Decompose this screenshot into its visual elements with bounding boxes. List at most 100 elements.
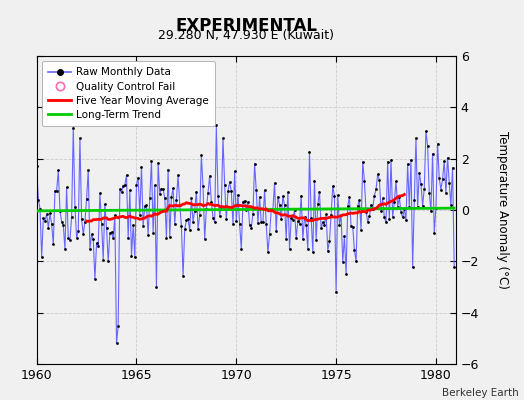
Point bbox=[92, 240, 101, 246]
Point bbox=[170, 220, 179, 227]
Point bbox=[255, 194, 264, 200]
Point bbox=[244, 199, 252, 205]
Point bbox=[164, 166, 172, 173]
Point bbox=[146, 195, 154, 201]
Point bbox=[46, 210, 54, 217]
Point bbox=[187, 195, 195, 201]
Point bbox=[390, 198, 399, 205]
Point bbox=[245, 222, 254, 228]
Point bbox=[296, 220, 304, 227]
Point bbox=[312, 237, 320, 244]
Point bbox=[267, 207, 276, 213]
Point bbox=[339, 259, 347, 265]
Point bbox=[415, 170, 423, 176]
Point bbox=[42, 211, 51, 217]
Point bbox=[169, 185, 177, 191]
Point bbox=[152, 284, 161, 290]
Point bbox=[388, 213, 397, 220]
Point bbox=[352, 258, 361, 264]
Point bbox=[259, 219, 267, 225]
Point bbox=[62, 184, 71, 191]
Point bbox=[109, 235, 117, 241]
Point bbox=[413, 204, 422, 210]
Point bbox=[239, 198, 247, 205]
Point bbox=[364, 219, 372, 225]
Point bbox=[84, 166, 92, 173]
Point bbox=[150, 182, 159, 188]
Point bbox=[412, 135, 420, 141]
Point bbox=[96, 190, 104, 196]
Point bbox=[430, 230, 439, 237]
Point bbox=[72, 235, 81, 241]
Point bbox=[257, 219, 266, 226]
Point bbox=[307, 215, 315, 221]
Point bbox=[319, 219, 327, 226]
Point bbox=[355, 197, 364, 204]
Point bbox=[408, 264, 417, 270]
Point bbox=[433, 140, 442, 147]
Point bbox=[147, 158, 156, 164]
Point bbox=[272, 228, 280, 234]
Point bbox=[219, 135, 227, 141]
Point bbox=[354, 202, 362, 209]
Point bbox=[293, 218, 302, 224]
Point bbox=[130, 254, 139, 260]
Point bbox=[217, 204, 225, 210]
Point bbox=[181, 226, 189, 232]
Point bbox=[320, 222, 329, 228]
Point bbox=[450, 264, 458, 270]
Point bbox=[82, 196, 91, 202]
Point bbox=[94, 242, 102, 249]
Point bbox=[252, 187, 260, 194]
Point bbox=[367, 202, 375, 208]
Point bbox=[34, 197, 42, 203]
Point bbox=[177, 223, 185, 229]
Point bbox=[56, 208, 64, 214]
Point bbox=[149, 230, 157, 236]
Point bbox=[368, 205, 377, 212]
Point bbox=[160, 195, 169, 201]
Point bbox=[214, 192, 222, 199]
Point bbox=[305, 149, 314, 155]
Point bbox=[68, 214, 76, 220]
Point bbox=[229, 221, 237, 227]
Point bbox=[166, 234, 174, 240]
Point bbox=[129, 222, 137, 228]
Point bbox=[199, 183, 207, 190]
Point bbox=[385, 216, 394, 222]
Point bbox=[249, 211, 257, 217]
Point bbox=[375, 177, 384, 183]
Point bbox=[189, 218, 197, 225]
Point bbox=[179, 273, 187, 279]
Point bbox=[38, 254, 46, 260]
Point bbox=[102, 225, 111, 232]
Point bbox=[344, 203, 352, 210]
Point bbox=[402, 217, 410, 224]
Point bbox=[86, 246, 94, 252]
Point bbox=[172, 197, 181, 203]
Point bbox=[347, 223, 355, 230]
Point bbox=[79, 231, 88, 238]
Point bbox=[435, 175, 443, 182]
Point bbox=[99, 257, 107, 263]
Point bbox=[111, 212, 119, 218]
Point bbox=[41, 217, 49, 224]
Point bbox=[106, 230, 114, 236]
Point bbox=[185, 227, 194, 234]
Point bbox=[374, 171, 382, 178]
Point bbox=[224, 188, 232, 194]
Point bbox=[241, 198, 249, 204]
Point bbox=[403, 161, 412, 167]
Point bbox=[54, 167, 62, 174]
Point bbox=[332, 289, 340, 295]
Point bbox=[436, 186, 445, 193]
Text: Berkeley Earth: Berkeley Earth bbox=[442, 388, 519, 398]
Point bbox=[122, 172, 130, 178]
Point bbox=[44, 224, 52, 231]
Point bbox=[205, 173, 214, 179]
Point bbox=[324, 248, 332, 254]
Point bbox=[290, 206, 299, 213]
Point bbox=[144, 232, 152, 238]
Point bbox=[309, 249, 317, 255]
Point bbox=[101, 201, 109, 208]
